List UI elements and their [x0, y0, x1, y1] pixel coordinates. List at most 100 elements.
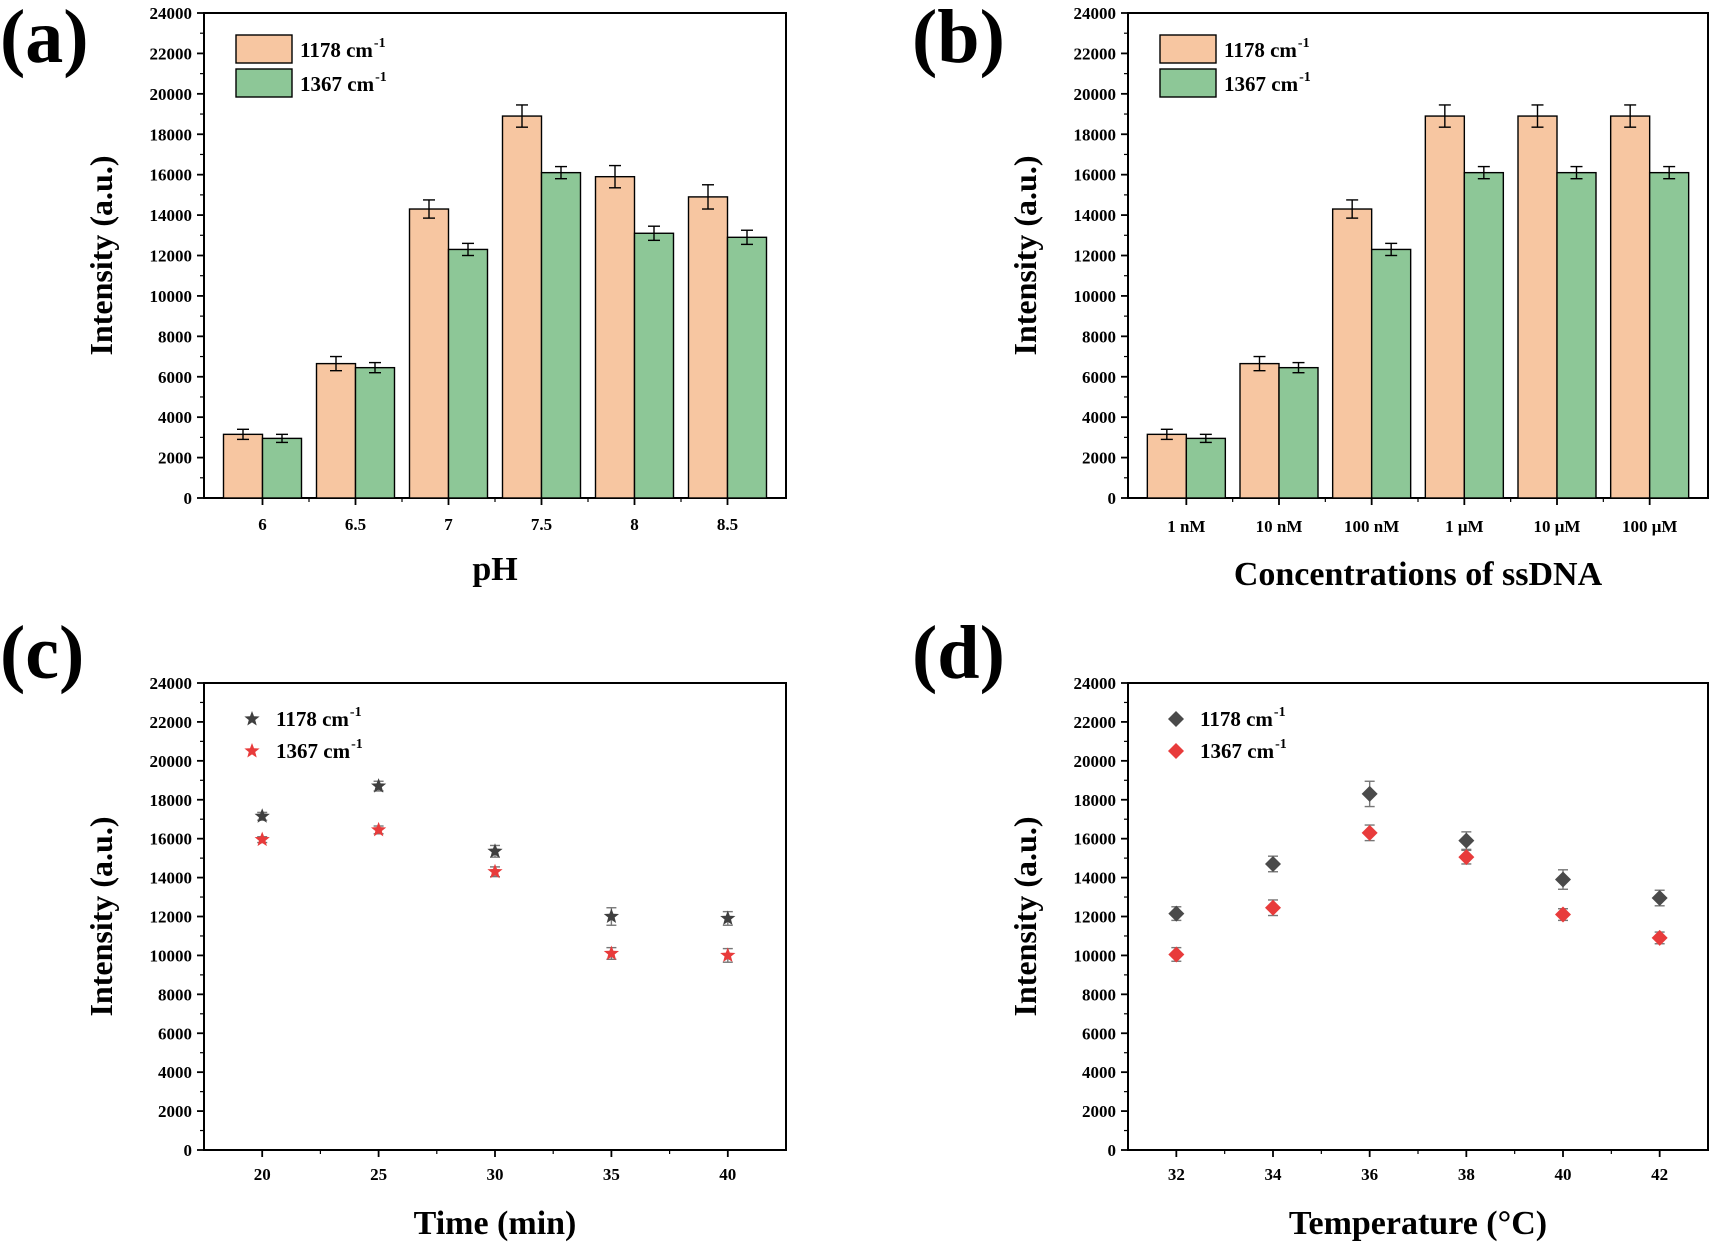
bar	[540, 171, 582, 499]
legend-label: 1178 cm	[300, 38, 373, 62]
x-tick-label: 32	[1168, 1165, 1185, 1184]
data-point	[370, 778, 387, 793]
y-axis-title: Intensity (a.u.)	[83, 155, 119, 355]
y-tick-label: 8000	[1082, 985, 1116, 1004]
y-tick-label: 20000	[1074, 85, 1117, 104]
y-tick-label: 0	[184, 1141, 193, 1160]
y-tick-label: 24000	[1074, 4, 1117, 23]
data-point	[487, 843, 503, 858]
y-axis-title: Intensity (a.u.)	[1007, 155, 1043, 355]
data-point	[720, 910, 736, 925]
legend-marker	[244, 743, 260, 758]
y-tick-label: 12000	[1074, 908, 1117, 927]
legend-swatch	[1159, 68, 1217, 98]
bar	[687, 196, 729, 499]
panel-label: (a)	[0, 0, 89, 79]
x-tick-label: 100 μM	[1622, 517, 1677, 536]
x-tick-label: 40	[1555, 1165, 1572, 1184]
legend-label-superscript: -1	[1275, 737, 1287, 752]
y-tick-label: 8000	[158, 327, 192, 346]
data-point	[1555, 906, 1571, 923]
x-axis-title: Temperature (°C)	[1289, 1205, 1547, 1242]
bar	[1239, 362, 1280, 499]
y-tick-label: 6000	[1082, 368, 1116, 387]
x-tick-label: 40	[719, 1165, 736, 1184]
legend-label: 1367 cm	[276, 739, 351, 763]
data-point	[1458, 849, 1475, 866]
y-tick-label: 24000	[150, 4, 193, 23]
legend-label-superscript: -1	[351, 737, 363, 752]
data-point	[1265, 855, 1281, 872]
x-axis-title: Time (min)	[414, 1205, 577, 1242]
legend-label: 1178 cm	[1224, 38, 1297, 62]
y-tick-label: 4000	[1082, 408, 1116, 427]
bar	[222, 433, 264, 499]
y-tick-label: 4000	[158, 1063, 192, 1082]
bar	[1463, 171, 1505, 499]
y-tick-label: 14000	[1074, 869, 1117, 888]
y-tick-label: 4000	[1082, 1063, 1116, 1082]
panel-label: (b)	[912, 0, 1005, 79]
y-tick-label: 24000	[1074, 674, 1117, 693]
y-tick-label: 16000	[1074, 166, 1117, 185]
y-tick-label: 20000	[150, 752, 193, 771]
y-tick-label: 16000	[150, 166, 193, 185]
data-point	[1168, 905, 1185, 922]
y-tick-label: 6000	[158, 368, 192, 387]
y-axis-title: Intensity (a.u.)	[83, 816, 119, 1016]
legend-label-superscript: -1	[1274, 705, 1286, 720]
bar	[1185, 437, 1227, 499]
x-tick-label: 100 nM	[1344, 517, 1399, 536]
y-tick-label: 22000	[150, 44, 193, 63]
data-point	[1458, 832, 1475, 849]
legend-marker	[1168, 711, 1184, 727]
legend-marker	[1168, 743, 1184, 759]
y-tick-label: 18000	[1074, 791, 1117, 810]
x-tick-label: 10 μM	[1534, 517, 1581, 536]
legend-label-superscript: -1	[374, 36, 386, 51]
bar	[261, 437, 303, 499]
y-tick-label: 16000	[150, 830, 193, 849]
y-tick-label: 12000	[150, 908, 193, 927]
data-point	[1651, 890, 1668, 907]
x-tick-label: 8.5	[717, 515, 738, 534]
y-tick-label: 10000	[1074, 287, 1117, 306]
legend-label: 1367 cm	[1200, 739, 1275, 763]
legend-label: 1367 cm	[1224, 72, 1299, 96]
chart-panel-2: (b) 0 2000 4000 6000 8000 10000 12000 14000 16000…	[912, 0, 1709, 593]
x-tick-label: 1 nM	[1167, 517, 1205, 536]
legend-label-superscript: -1	[1298, 36, 1310, 51]
data-point	[1265, 899, 1281, 916]
y-axis-title: Intensity (a.u.)	[1007, 816, 1043, 1016]
data-point	[1555, 871, 1571, 888]
x-tick-label: 20	[254, 1165, 271, 1184]
y-tick-label: 18000	[1074, 125, 1117, 144]
legend-label: 1178 cm	[276, 707, 349, 731]
y-tick-label: 18000	[150, 791, 193, 810]
bar	[1331, 208, 1373, 499]
y-tick-label: 2000	[158, 449, 192, 468]
x-axis-title: Concentrations of ssDNA	[1234, 556, 1603, 593]
x-tick-label: 30	[487, 1165, 504, 1184]
y-tick-label: 20000	[1074, 752, 1117, 771]
y-tick-label: 8000	[1082, 327, 1116, 346]
bar	[315, 362, 357, 499]
data-point	[1361, 824, 1378, 841]
data-point	[1168, 946, 1185, 963]
y-tick-label: 14000	[150, 206, 193, 225]
y-tick-label: 22000	[1074, 44, 1117, 63]
y-tick-label: 8000	[158, 985, 192, 1004]
x-tick-label: 10 nM	[1256, 517, 1303, 536]
bar	[1648, 171, 1690, 499]
legend-label-superscript: -1	[375, 70, 387, 85]
y-tick-label: 4000	[158, 408, 192, 427]
y-tick-label: 10000	[150, 287, 193, 306]
bar	[1609, 115, 1651, 499]
x-tick-label: 6	[258, 515, 267, 534]
x-axis-title: pH	[472, 551, 517, 588]
bar	[1146, 433, 1188, 499]
legend-label-superscript: -1	[350, 705, 362, 720]
legend-label: 1367 cm	[300, 72, 375, 96]
y-tick-label: 6000	[1082, 1024, 1116, 1043]
